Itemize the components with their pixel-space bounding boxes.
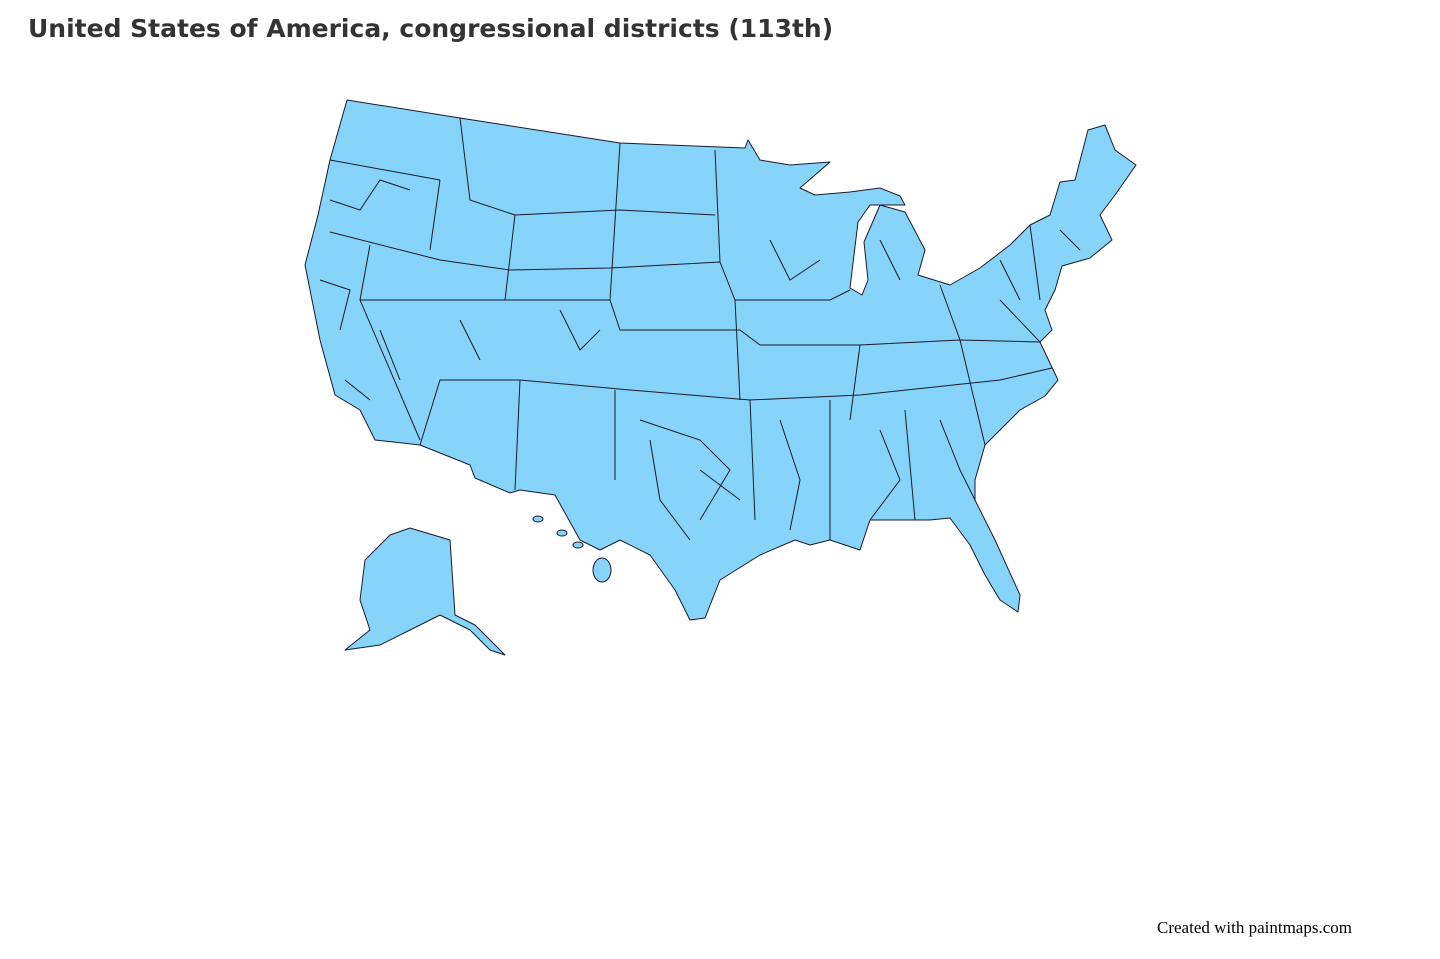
hawaii xyxy=(532,515,612,583)
alaska xyxy=(344,527,506,656)
map-title: United States of America, congressional … xyxy=(28,14,834,43)
district-boundaries xyxy=(319,117,1081,541)
credit: Created with paintmaps.com xyxy=(1157,918,1352,937)
